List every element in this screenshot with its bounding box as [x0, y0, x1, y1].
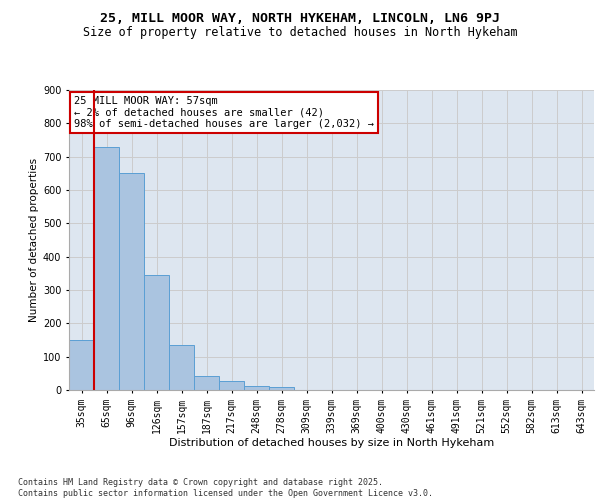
Bar: [69, 340, 94, 390]
Bar: [144, 275, 169, 390]
Bar: [94, 146, 119, 390]
X-axis label: Distribution of detached houses by size in North Hykeham: Distribution of detached houses by size …: [169, 438, 494, 448]
Text: 25 MILL MOOR WAY: 57sqm
← 2% of detached houses are smaller (42)
98% of semi-det: 25 MILL MOOR WAY: 57sqm ← 2% of detached…: [74, 96, 374, 129]
Text: 25, MILL MOOR WAY, NORTH HYKEHAM, LINCOLN, LN6 9PJ: 25, MILL MOOR WAY, NORTH HYKEHAM, LINCOL…: [100, 12, 500, 26]
Bar: [119, 174, 144, 390]
Text: Size of property relative to detached houses in North Hykeham: Size of property relative to detached ho…: [83, 26, 517, 39]
Bar: [194, 376, 219, 390]
Bar: [244, 386, 269, 390]
Bar: [269, 388, 294, 390]
Text: Contains HM Land Registry data © Crown copyright and database right 2025.
Contai: Contains HM Land Registry data © Crown c…: [18, 478, 433, 498]
Bar: [169, 345, 194, 390]
Y-axis label: Number of detached properties: Number of detached properties: [29, 158, 38, 322]
Bar: [219, 380, 244, 390]
